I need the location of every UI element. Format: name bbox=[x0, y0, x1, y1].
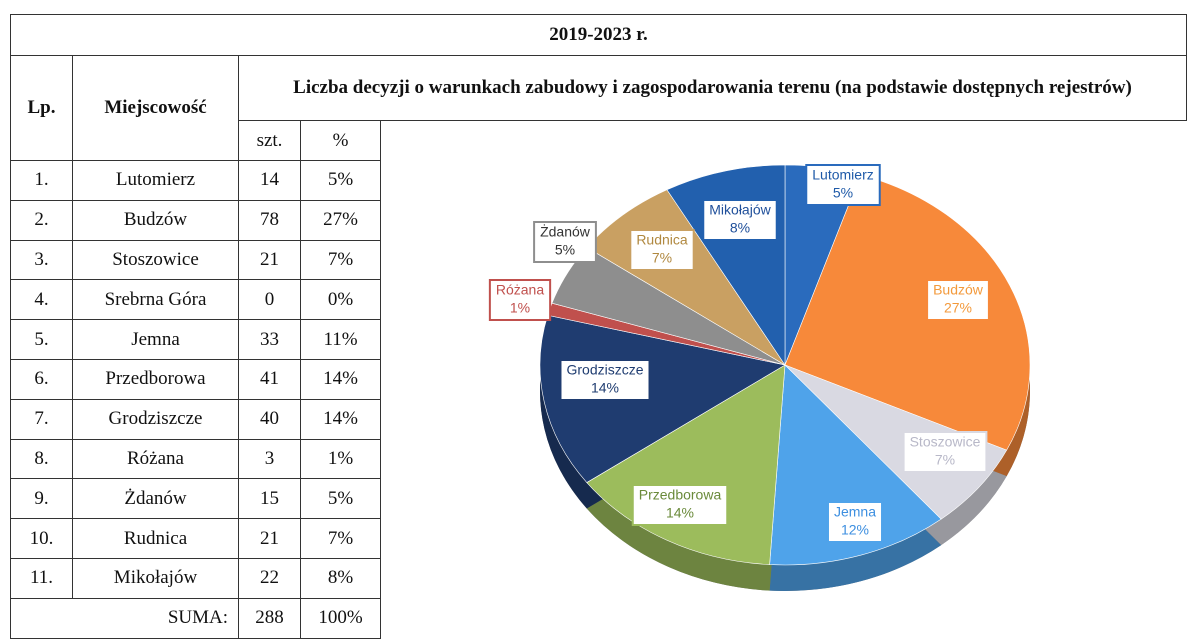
label-name: Żdanów bbox=[540, 223, 591, 240]
slice-label: Mikołajów 8% bbox=[702, 199, 778, 241]
table-cell: Budzów bbox=[72, 199, 239, 241]
table-cell: 1% bbox=[300, 438, 381, 480]
header-cell: Liczba decyzji o warunkach zabudowy i za… bbox=[238, 55, 1187, 121]
table-cell: 78 bbox=[238, 199, 301, 241]
label-name: Grodziszcze bbox=[566, 362, 643, 378]
table-cell: 14% bbox=[300, 359, 381, 400]
table-cell: 6. bbox=[10, 359, 73, 400]
slice-label: Przedborowa 14% bbox=[631, 484, 729, 526]
label-value: 14% bbox=[591, 380, 619, 396]
label-value: 5% bbox=[555, 242, 575, 258]
label-name: Mikołajów bbox=[709, 202, 771, 218]
label-box bbox=[533, 221, 597, 263]
table-cell: 9. bbox=[10, 478, 73, 520]
label-box bbox=[702, 199, 778, 241]
label-value: 7% bbox=[652, 250, 672, 266]
label-name: Rudnica bbox=[636, 232, 688, 248]
table-cell: 0% bbox=[300, 279, 381, 321]
table-cell: 15 bbox=[238, 478, 301, 520]
table-cell: Grodziszcze bbox=[72, 398, 239, 440]
table-cell: Stoszowice bbox=[72, 239, 239, 281]
label-value: 5% bbox=[833, 185, 853, 201]
table-cell: 3 bbox=[238, 438, 301, 480]
header-cell: Lp. bbox=[10, 55, 73, 161]
slice-label: Grodziszcze 14% bbox=[559, 359, 651, 401]
table-cell: Lutomierz bbox=[72, 160, 239, 201]
table-cell: 3. bbox=[10, 239, 73, 281]
table-cell: 0 bbox=[238, 279, 301, 321]
slice-label: Lutomierz 5% bbox=[805, 164, 881, 206]
table-cell: 4. bbox=[10, 279, 73, 321]
table-cell: Różana bbox=[72, 438, 239, 480]
sum-cell: 288 bbox=[238, 597, 301, 639]
label-name: Budzów bbox=[933, 282, 984, 298]
label-value: 7% bbox=[935, 452, 955, 468]
label-name: Różana bbox=[496, 282, 544, 298]
table-cell: 11. bbox=[10, 558, 73, 599]
table-cell: 10. bbox=[10, 518, 73, 559]
sum-label: SUMA: bbox=[10, 597, 239, 639]
slice-label: Stoszowice 7% bbox=[902, 431, 988, 473]
label-name: Lutomierz bbox=[812, 167, 873, 183]
slice-label: Rudnica 7% bbox=[629, 229, 695, 271]
label-box bbox=[631, 484, 729, 526]
table-cell: Srebrna Góra bbox=[72, 279, 239, 321]
sum-cell: 100% bbox=[300, 597, 381, 639]
slice-label: Jemna 12% bbox=[826, 501, 884, 543]
table-cell: 21 bbox=[238, 239, 301, 281]
label-name: Przedborowa bbox=[639, 487, 722, 503]
header-cell: Miejscowość bbox=[72, 55, 239, 161]
table-cell: 7. bbox=[10, 398, 73, 440]
table-cell: Rudnica bbox=[72, 518, 239, 559]
table-cell: 1. bbox=[10, 160, 73, 201]
label-box bbox=[926, 279, 990, 321]
table-title: 2019-2023 r. bbox=[10, 14, 1187, 56]
table-cell: 7% bbox=[300, 518, 381, 559]
table-cell: 2. bbox=[10, 199, 73, 241]
slice-label: Budzów 27% bbox=[926, 279, 990, 321]
label-value: 27% bbox=[944, 300, 972, 316]
table-cell: 8. bbox=[10, 438, 73, 480]
slice bbox=[769, 364, 942, 566]
slice bbox=[784, 174, 1031, 451]
label-name: Jemna bbox=[834, 504, 876, 520]
label-box bbox=[559, 359, 651, 401]
table-cell: 22 bbox=[238, 558, 301, 599]
label-box bbox=[826, 501, 884, 543]
label-value: 12% bbox=[841, 522, 869, 538]
label-box bbox=[488, 279, 552, 321]
table-cell: 5% bbox=[300, 478, 381, 520]
table-cell: 40 bbox=[238, 398, 301, 440]
table-cell: 33 bbox=[238, 319, 301, 360]
slice-label: Różana 1% bbox=[488, 279, 552, 321]
table-cell: 5. bbox=[10, 319, 73, 360]
label-box bbox=[902, 431, 988, 473]
table-cell: 27% bbox=[300, 199, 381, 241]
table-cell: 14 bbox=[238, 160, 301, 201]
table-cell: 5% bbox=[300, 160, 381, 201]
header-cell: szt. bbox=[238, 120, 301, 161]
table-cell: 41 bbox=[238, 359, 301, 400]
label-value: 8% bbox=[730, 220, 750, 236]
label-name: Stoszowice bbox=[910, 434, 981, 450]
label-value: 14% bbox=[666, 505, 694, 521]
slice-label: Żdanów 5% bbox=[533, 221, 597, 263]
label-value: 1% bbox=[510, 300, 530, 316]
table-cell: 8% bbox=[300, 558, 381, 599]
slice bbox=[784, 364, 1008, 520]
table-cell: Jemna bbox=[72, 319, 239, 360]
table-cell: 7% bbox=[300, 239, 381, 281]
header-cell: % bbox=[300, 120, 381, 161]
slice bbox=[539, 314, 786, 483]
label-box bbox=[805, 164, 881, 206]
table-cell: Mikołajów bbox=[72, 558, 239, 599]
table-cell: Przedborowa bbox=[72, 359, 239, 400]
label-box bbox=[629, 229, 695, 271]
table-cell: Żdanów bbox=[72, 478, 239, 520]
table-cell: 14% bbox=[300, 398, 381, 440]
table-cell: 11% bbox=[300, 319, 381, 360]
table-cell: 21 bbox=[238, 518, 301, 559]
